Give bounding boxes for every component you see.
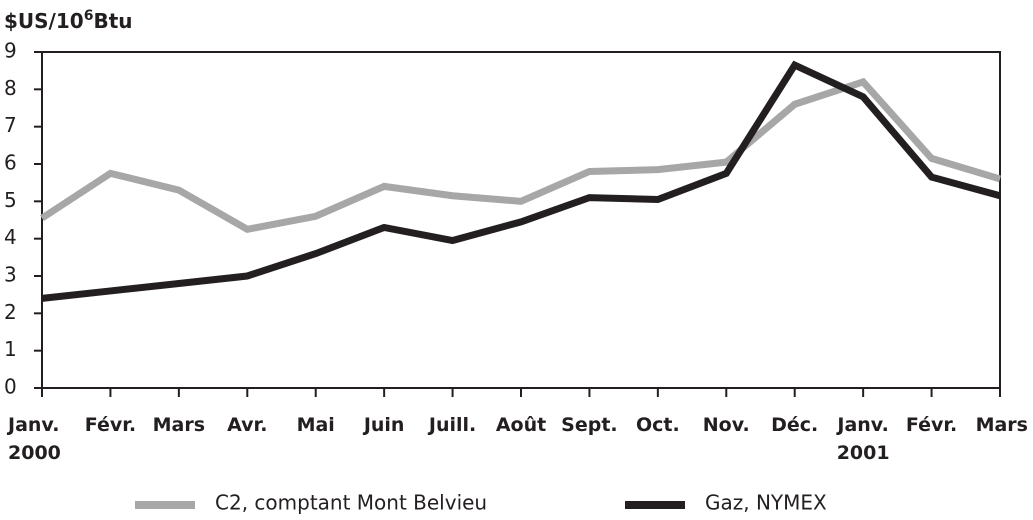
- x-tick-label: Mai: [297, 414, 335, 436]
- y-tick-label: 6: [4, 151, 17, 175]
- y-axis-title: $US/106Btu: [4, 8, 133, 33]
- x-tick-label: Déc.: [771, 414, 818, 436]
- line-series: [41, 60, 1001, 302]
- x-tick-label: Avr.: [227, 414, 267, 436]
- x-tick-label: Oct.: [636, 414, 680, 436]
- x-tick-label: Janv.: [6, 414, 59, 436]
- y-tick-label: 9: [4, 39, 17, 63]
- legend-label: Gaz, NYMEX: [705, 491, 827, 515]
- x-tick-label: Juill.: [427, 414, 476, 436]
- x-tick-label: Sept.: [561, 414, 617, 436]
- x-tick-label: Juin: [362, 414, 405, 436]
- y-tick-label: 3: [4, 263, 17, 287]
- y-tick-label: 5: [4, 188, 17, 212]
- x-tick-label: Nov.: [703, 414, 750, 436]
- x-tick-label: Févr.: [906, 414, 957, 436]
- y-tick-label: 0: [4, 375, 17, 399]
- y-tick-label: 1: [4, 337, 17, 361]
- x-year-label: 2000: [8, 442, 61, 464]
- x-year-label: 2001: [837, 442, 890, 464]
- legend-label: C2, comptant Mont Belvieu: [215, 491, 487, 515]
- x-tick-label: Mars: [153, 414, 205, 436]
- x-tick-label: Mars: [976, 414, 1028, 436]
- y-tick-label: 2: [4, 300, 17, 324]
- y-tick-label: 4: [4, 225, 17, 249]
- y-tick-label: 8: [4, 76, 17, 100]
- x-tick-label: Août: [496, 414, 546, 436]
- x-tick-label: Janv.: [835, 414, 888, 436]
- x-tick-label: Févr.: [85, 414, 136, 436]
- line-series: [40, 77, 1002, 234]
- y-tick-label: 7: [4, 113, 17, 137]
